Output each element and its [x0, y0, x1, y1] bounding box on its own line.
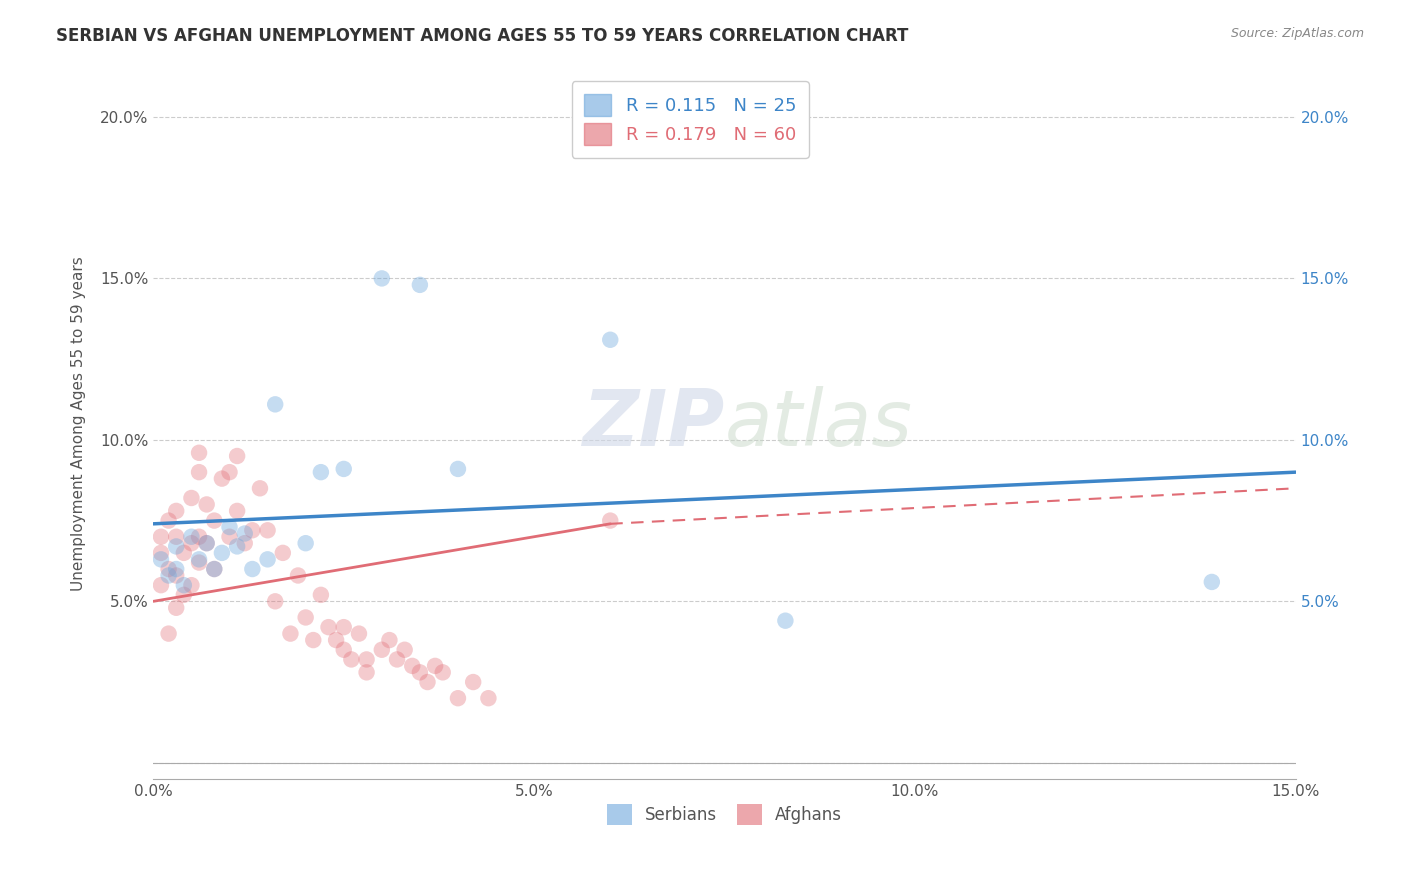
Point	[371, 642, 394, 657]
Point	[188, 530, 211, 544]
Point	[599, 333, 621, 347]
Point	[599, 514, 621, 528]
Point	[416, 675, 439, 690]
Text: ZIP: ZIP	[582, 385, 724, 462]
Point	[165, 504, 187, 518]
Point	[409, 665, 432, 680]
Point	[309, 588, 332, 602]
Text: SERBIAN VS AFGHAN UNEMPLOYMENT AMONG AGES 55 TO 59 YEARS CORRELATION CHART: SERBIAN VS AFGHAN UNEMPLOYMENT AMONG AGE…	[56, 27, 908, 45]
Point	[378, 633, 401, 648]
Point	[240, 523, 263, 537]
Point	[157, 562, 180, 576]
Point	[463, 675, 485, 690]
Point	[195, 536, 218, 550]
Point	[256, 552, 278, 566]
Point	[477, 691, 499, 706]
Point	[371, 271, 394, 285]
Point	[180, 536, 202, 550]
Point	[157, 514, 180, 528]
Point	[340, 652, 363, 666]
Point	[775, 614, 797, 628]
Point	[218, 530, 240, 544]
Point	[157, 626, 180, 640]
Point	[211, 546, 233, 560]
Point	[233, 536, 256, 550]
Point	[325, 633, 347, 648]
Point	[188, 556, 211, 570]
Point	[218, 520, 240, 534]
Point	[149, 578, 172, 592]
Point	[202, 514, 225, 528]
Point	[188, 446, 211, 460]
Point	[218, 465, 240, 479]
Text: Source: ZipAtlas.com: Source: ZipAtlas.com	[1230, 27, 1364, 40]
Point	[356, 665, 378, 680]
Point	[294, 536, 316, 550]
Point	[356, 652, 378, 666]
Point	[202, 562, 225, 576]
Point	[195, 498, 218, 512]
Point	[180, 530, 202, 544]
Point	[302, 633, 325, 648]
Point	[264, 397, 287, 411]
Point	[280, 626, 302, 640]
Point	[173, 546, 195, 560]
Point	[1201, 574, 1223, 589]
Point	[188, 465, 211, 479]
Point	[447, 462, 470, 476]
Point	[173, 578, 195, 592]
Point	[226, 540, 249, 554]
Point	[173, 588, 195, 602]
Point	[432, 665, 454, 680]
Point	[240, 562, 263, 576]
Point	[165, 600, 187, 615]
Point	[165, 568, 187, 582]
Point	[309, 465, 332, 479]
Point	[202, 562, 225, 576]
Point	[447, 691, 470, 706]
Point	[256, 523, 278, 537]
Point	[157, 568, 180, 582]
Point	[165, 530, 187, 544]
Point	[149, 552, 172, 566]
Point	[149, 530, 172, 544]
Point	[188, 552, 211, 566]
Point	[233, 526, 256, 541]
Point	[180, 491, 202, 505]
Legend: Serbians, Afghans: Serbians, Afghans	[596, 794, 852, 835]
Text: atlas: atlas	[724, 385, 912, 462]
Point	[423, 659, 446, 673]
Point	[332, 642, 354, 657]
Point	[149, 546, 172, 560]
Point	[195, 536, 218, 550]
Point	[385, 652, 408, 666]
Point	[249, 481, 271, 495]
Point	[180, 578, 202, 592]
Point	[409, 277, 432, 292]
Point	[264, 594, 287, 608]
Point	[287, 568, 309, 582]
Point	[211, 472, 233, 486]
Point	[332, 620, 354, 634]
Y-axis label: Unemployment Among Ages 55 to 59 years: Unemployment Among Ages 55 to 59 years	[72, 256, 86, 591]
Point	[165, 540, 187, 554]
Point	[332, 462, 354, 476]
Point	[165, 562, 187, 576]
Point	[226, 449, 249, 463]
Point	[226, 504, 249, 518]
Point	[294, 610, 316, 624]
Point	[401, 659, 423, 673]
Point	[394, 642, 416, 657]
Point	[347, 626, 370, 640]
Point	[271, 546, 294, 560]
Point	[318, 620, 340, 634]
